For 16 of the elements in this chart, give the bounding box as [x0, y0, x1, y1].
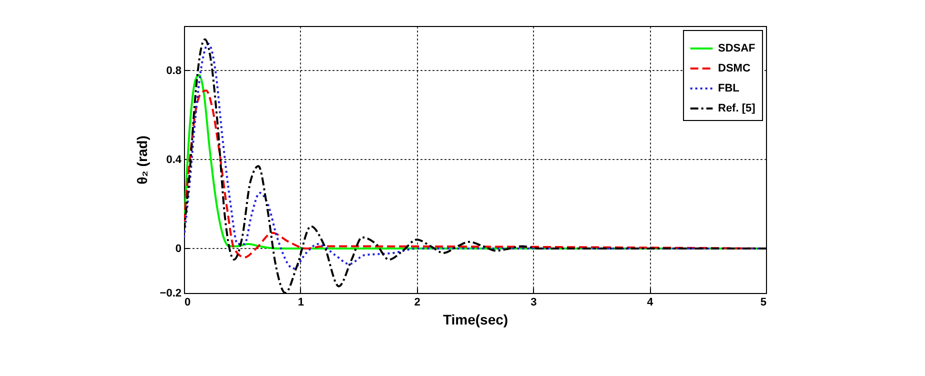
legend-label: FBL	[718, 82, 740, 94]
y-tick-label: −0.2	[160, 288, 182, 300]
y-tick-label: 0.8	[166, 65, 182, 77]
y-axis-title: θ₂ (rad)	[134, 136, 150, 184]
legend-label: SDSAF	[718, 42, 756, 54]
x-tick-label: 5	[760, 296, 766, 308]
x-tick-label: 2	[414, 296, 420, 308]
x-axis-title: Time(sec)	[442, 312, 508, 328]
x-tick-label: 1	[298, 296, 304, 308]
y-tick-label: 0	[175, 243, 182, 255]
legend-label: Ref. [5]	[718, 102, 756, 114]
legend-label: DSMC	[718, 62, 750, 74]
x-tick-label: 4	[647, 296, 654, 308]
y-tick-label: 0.4	[166, 154, 182, 166]
x-tick-label: 0	[184, 296, 191, 308]
x-tick-label: 3	[530, 296, 537, 308]
